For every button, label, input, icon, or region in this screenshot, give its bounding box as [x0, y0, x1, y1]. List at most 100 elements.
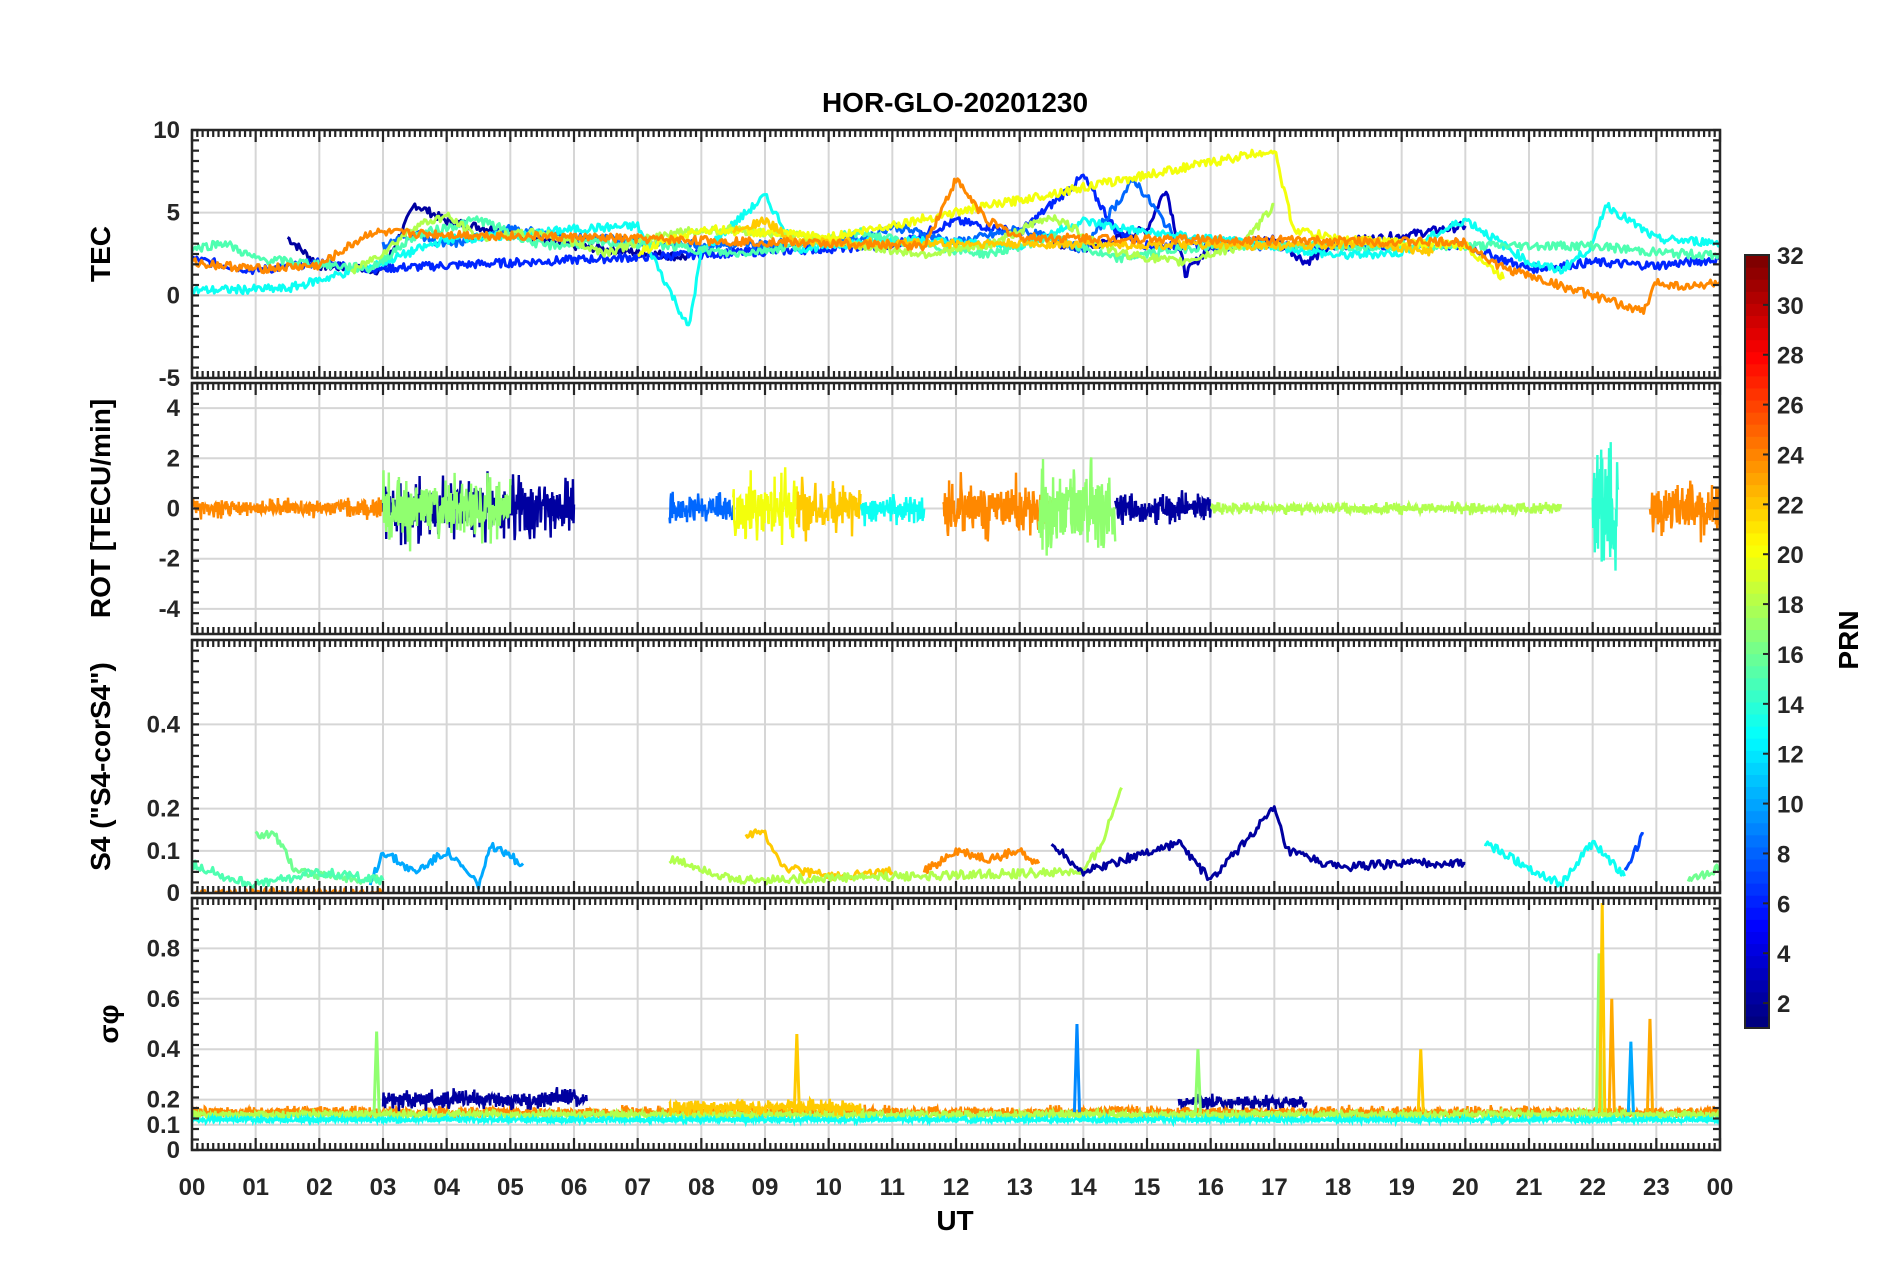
panel-sigma_phi: 00.10.2 0.4 0.6 0.8 σφ: [93, 896, 1722, 1164]
colorbar-band: [1745, 883, 1769, 896]
burst-prn-17: [381, 470, 512, 552]
burst-prn-18: [1210, 499, 1562, 518]
burst-prn-22: [795, 476, 862, 542]
colorbar-band: [1745, 979, 1769, 993]
colorbar-band: [1745, 448, 1769, 461]
y-axis-label: TEC: [85, 226, 116, 282]
x-tick-label: 14: [1070, 1174, 1097, 1201]
colorbar-band: [1745, 412, 1769, 425]
y-tick-label: -2: [159, 546, 180, 573]
colorbar-frame: [1744, 254, 1770, 1029]
burst-prn-24: [1648, 480, 1720, 543]
series-prn-2: [1050, 805, 1466, 882]
colorbar-tick-label: 4: [1777, 941, 1791, 968]
colorbar-tick-label: 8: [1777, 841, 1790, 868]
colorbar-band: [1745, 327, 1769, 341]
colorbar-band: [1745, 786, 1769, 800]
series-prn-10: [368, 841, 525, 891]
series-prn-22: [744, 828, 894, 882]
colorbar-tick-label: 16: [1777, 642, 1804, 669]
colorbar-band: [1745, 556, 1769, 570]
burst-prn-13: [192, 1112, 1720, 1128]
spike-prn-23: [1607, 998, 1616, 1113]
colorbar-tick-label: 2: [1777, 991, 1790, 1018]
colorbar-tick-label: 6: [1777, 891, 1790, 918]
burst-prn-2: [381, 1086, 588, 1112]
colorbar-band: [1745, 315, 1769, 329]
colorbar-band: [1745, 701, 1769, 715]
y-tick-label: 5: [167, 200, 180, 227]
x-tick-label: 23: [1643, 1174, 1670, 1201]
y-tick-label: 10: [153, 117, 180, 144]
colorbar-band: [1745, 726, 1769, 739]
x-tick-label: 08: [688, 1174, 715, 1201]
axes-box: [190, 638, 1722, 895]
colorbar-tick-label: 28: [1777, 343, 1804, 370]
x-tick-label: 21: [1516, 1174, 1543, 1201]
colorbar-band: [1745, 919, 1769, 932]
y-axis-label: σφ: [93, 1004, 124, 1043]
y-axis-label: ROT [TECU/min]: [85, 399, 116, 618]
y-tick-label: 0: [167, 1137, 180, 1164]
panel-s4: 0 0.1 0.2 0.4 S4 ("S4-corS4"): [85, 638, 1722, 907]
colorbar-band: [1745, 363, 1769, 377]
colorbar-tick-label: 32: [1777, 243, 1804, 270]
series-prn-24: [192, 177, 1720, 315]
spike-prn-9: [1072, 1023, 1082, 1113]
colorbar-band: [1745, 617, 1769, 631]
y-tick-label: 0.8: [147, 935, 180, 962]
colorbar-band: [1745, 665, 1769, 679]
x-tick-label: 02: [306, 1174, 333, 1201]
burst-prn-22: [668, 1095, 862, 1117]
colorbar-band: [1745, 967, 1769, 981]
colorbar-band: [1745, 387, 1769, 401]
x-tick-label: 00: [179, 1174, 206, 1201]
panel-tec: -5 0 5 10 TEC: [85, 117, 1722, 392]
colorbar-band: [1745, 774, 1769, 788]
colorbar-band: [1745, 641, 1769, 655]
colorbar-tick-label: 22: [1777, 492, 1804, 519]
colorbar-band: [1745, 532, 1769, 546]
colorbar-band: [1745, 629, 1769, 643]
colorbar-band: [1745, 303, 1769, 316]
series-prn-18: [668, 786, 1123, 886]
colorbar-band: [1745, 520, 1769, 534]
burst-prn-8: [668, 491, 735, 524]
spike-prn-17: [372, 1031, 381, 1113]
series-prn-13: [1483, 839, 1626, 888]
x-tick-label: 07: [624, 1174, 651, 1201]
colorbar-band: [1745, 991, 1769, 1005]
x-tick-label: 20: [1452, 1174, 1479, 1201]
colorbar-band: [1745, 653, 1769, 667]
x-tick-label: 16: [1197, 1174, 1224, 1201]
colorbar-band: [1745, 255, 1769, 268]
spike-prn-22: [792, 1034, 801, 1113]
x-tick-label: 13: [1006, 1174, 1033, 1201]
colorbar-band: [1745, 484, 1769, 498]
colorbar-band: [1745, 593, 1769, 606]
y-tick-label: 0.2: [147, 1087, 180, 1114]
y-tick-label: 0.2: [147, 796, 180, 823]
x-tick-label: 22: [1579, 1174, 1606, 1201]
series-prn-15: [192, 215, 1720, 274]
y-tick-label: 0.6: [147, 986, 180, 1013]
colorbar-band: [1745, 943, 1769, 957]
spike-prn-17: [1193, 1049, 1202, 1113]
x-tick-label: 05: [497, 1174, 524, 1201]
colorbar-band: [1745, 267, 1769, 280]
burst-prn-14: [1591, 442, 1620, 571]
x-tick-label: 17: [1261, 1174, 1288, 1201]
colorbar-band: [1745, 375, 1769, 389]
y-tick-label: -5: [159, 365, 180, 392]
y-tick-label: -4: [159, 596, 181, 623]
colorbar-band: [1745, 895, 1769, 908]
colorbar-band: [1745, 931, 1769, 945]
x-tick-label: 18: [1325, 1174, 1352, 1201]
series-prn-13: [192, 193, 1720, 327]
series-prn-15: [192, 859, 385, 890]
colorbar-band: [1745, 279, 1769, 292]
colorbar-band: [1745, 351, 1769, 365]
x-axis-label: UT: [936, 1205, 973, 1236]
colorbar-band: [1745, 713, 1769, 727]
colorbar-tick-label: 18: [1777, 592, 1804, 619]
